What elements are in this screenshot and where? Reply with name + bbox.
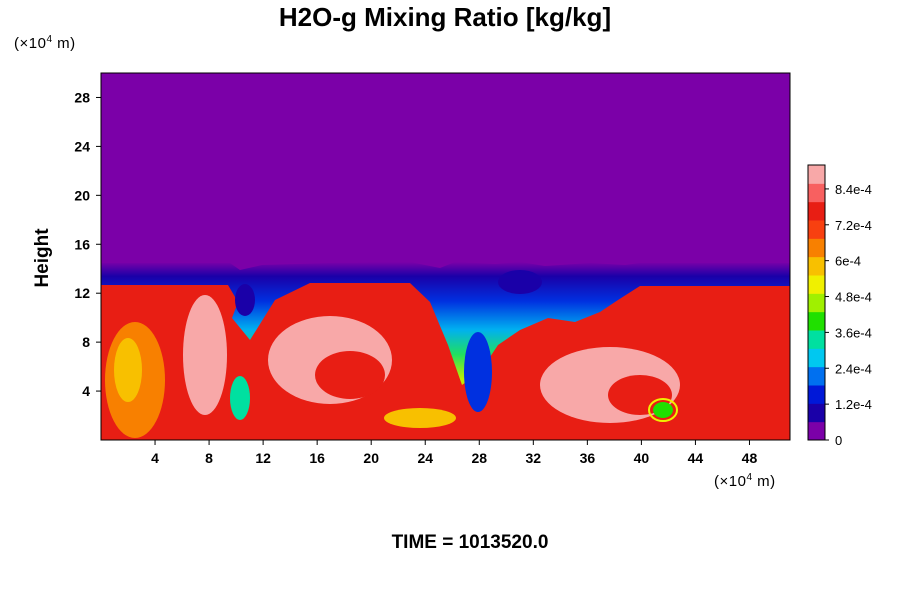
green-cell-right [653,402,673,418]
x-tick-label: 40 [634,450,650,466]
colorbar-segment [808,385,825,404]
y-units-exponent: 4 [46,34,53,45]
colorbar-segment [808,183,825,203]
blue-plume-left [235,284,255,316]
chart-title: H2O-g Mixing Ratio [kg/kg] [278,2,612,32]
colorbar-segment [808,311,825,331]
x-tick-label: 24 [417,450,433,466]
colorbar-tick-label: 0 [835,433,842,448]
x-tick-label: 20 [363,450,379,466]
y-units-tail: m) [52,35,76,52]
colorbar-segment [808,421,825,441]
colorbar-segment [808,366,825,386]
colorbar-segment [808,238,825,258]
y-tick-label: 4 [82,383,90,399]
x-units-label: (×104 m) [714,472,776,490]
x-tick-label: 16 [309,450,325,466]
pink-eddy-left [183,295,227,415]
x-tick-label: 36 [580,450,596,466]
x-tick-label: 28 [471,450,487,466]
y-units-base: (×10 [14,35,47,52]
colorbar-segment [808,201,825,221]
x-tick-label: 8 [205,450,213,466]
x-tick-label: 48 [742,450,758,466]
colorbar-segment [808,220,825,239]
colorbar-segment [808,293,825,313]
y-tick-label: 24 [74,138,90,154]
x-axis-ticks: 4 8 12 16 20 24 28 32 36 40 44 48 [151,440,757,466]
colorbar-tick-label: 8.4e-4 [835,182,872,197]
blue-plume-top [498,270,542,294]
colorbar-tick-label: 2.4e-4 [835,361,872,376]
x-units-exponent: 4 [746,472,753,483]
colorbar-segment [808,348,825,368]
colorbar-segment [808,165,825,184]
yellow-ring-right [648,398,678,422]
colorbar-tick-label: 1.2e-4 [835,397,872,412]
colorbar-segment [808,330,825,349]
x-tick-label: 44 [688,450,704,466]
x-tick-label: 32 [526,450,542,466]
x-tick-label: 12 [255,450,271,466]
red-eddy-center [315,351,385,399]
colorbar-tick-label: 4.8e-4 [835,290,872,305]
y-tick-label: 8 [82,334,90,350]
y-tick-label: 12 [74,285,90,301]
x-units-base: (×10 [714,473,747,490]
x-tick-label: 4 [151,450,159,466]
blue-intrusion [464,332,492,412]
y-tick-label: 28 [74,89,90,105]
colorbar-segment [808,256,825,276]
y-tick-label: 16 [74,236,90,252]
colorbar: 0 1.2e-4 2.4e-4 3.6e-4 4.8e-4 6e-4 7.2e-4 8.4e-… [807,164,872,448]
colorbar-segment [808,403,825,423]
cyan-streak [230,376,250,420]
colorbar-frame [807,164,826,441]
yellow-streak-bottom [384,408,456,428]
colorbar-tick-label: 7.2e-4 [835,218,872,233]
plot-frame [100,72,791,441]
y-units-label: (×104 m) [14,34,76,52]
colorbar-segment [808,275,825,294]
x-units-tail: m) [752,473,776,490]
heatmap-field [101,73,790,440]
colorbar-tick-label: 6e-4 [835,254,861,269]
warm-patch-west-inner [114,338,142,402]
y-tick-label: 20 [74,187,90,203]
colorbar-tick-label: 3.6e-4 [835,325,872,340]
y-axis-ticks: 4 8 12 16 20 24 28 [74,89,101,399]
time-footer: TIME = 1013520.0 [391,532,549,553]
